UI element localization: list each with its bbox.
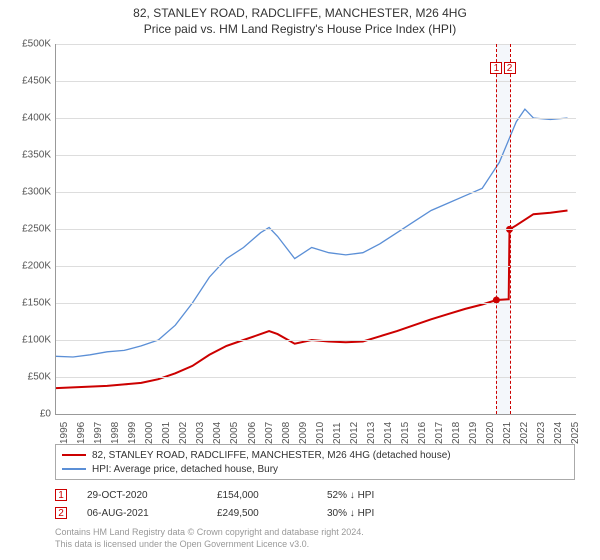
x-axis-label: 2011	[332, 422, 343, 444]
x-axis-label: 2002	[178, 422, 189, 444]
x-axis-label: 2015	[400, 422, 411, 444]
legend-row: 82, STANLEY ROAD, RADCLIFFE, MANCHESTER,…	[62, 448, 568, 462]
x-axis-label: 1995	[59, 422, 70, 444]
legend-box: 82, STANLEY ROAD, RADCLIFFE, MANCHESTER,…	[55, 444, 575, 480]
x-axis-label: 2018	[451, 422, 462, 444]
trade-pct: 30% ↓ HPI	[327, 508, 374, 519]
x-axis-label: 2008	[281, 422, 292, 444]
marker-number: 2	[504, 62, 516, 74]
x-axis-label: 2025	[570, 422, 581, 444]
y-axis-label: £300K	[22, 187, 51, 198]
x-axis-label: 2012	[349, 422, 360, 444]
y-axis-label: £350K	[22, 150, 51, 161]
x-axis-label: 2013	[366, 422, 377, 444]
marker-line	[510, 44, 511, 414]
x-axis-label: 2020	[485, 422, 496, 444]
legend-swatch	[62, 468, 86, 470]
x-axis-label: 2001	[161, 422, 172, 444]
y-axis-label: £500K	[22, 39, 51, 50]
x-axis-label: 2017	[434, 422, 445, 444]
x-axis-label: 1998	[110, 422, 121, 444]
x-axis-label: 2003	[195, 422, 206, 444]
y-axis-label: £0	[40, 409, 51, 420]
marker-number: 1	[490, 62, 502, 74]
x-axis-label: 2019	[468, 422, 479, 444]
title-line-2: Price paid vs. HM Land Registry's House …	[0, 20, 600, 40]
y-axis-label: £50K	[28, 372, 51, 383]
y-axis-label: £100K	[22, 335, 51, 346]
series-line-price_paid	[56, 211, 568, 389]
x-axis-label: 2024	[553, 422, 564, 444]
x-axis-label: 2005	[229, 422, 240, 444]
x-axis-label: 2009	[298, 422, 309, 444]
y-axis-label: £150K	[22, 298, 51, 309]
x-axis-label: 1999	[127, 422, 138, 444]
y-axis-label: £450K	[22, 76, 51, 87]
legend-row: HPI: Average price, detached house, Bury	[62, 462, 568, 476]
trade-price: £249,500	[217, 508, 327, 519]
x-axis-label: 1997	[93, 422, 104, 444]
series-line-hpi	[56, 109, 568, 357]
y-axis-label: £400K	[22, 113, 51, 124]
trade-price: £154,000	[217, 490, 327, 501]
title-line-1: 82, STANLEY ROAD, RADCLIFFE, MANCHESTER,…	[0, 0, 600, 20]
x-axis-label: 1996	[76, 422, 87, 444]
trade-marker-number: 2	[55, 507, 67, 519]
trade-row: 1 29-OCT-2020£154,00052% ↓ HPI	[55, 486, 575, 504]
trade-pct: 52% ↓ HPI	[327, 490, 374, 501]
legend-swatch	[62, 454, 86, 456]
footer-line-1: Contains HM Land Registry data © Crown c…	[55, 526, 364, 538]
x-axis-label: 2010	[315, 422, 326, 444]
trade-date: 29-OCT-2020	[87, 490, 217, 501]
x-axis-label: 2021	[502, 422, 513, 444]
legend-label: HPI: Average price, detached house, Bury	[92, 464, 278, 475]
x-axis-label: 2023	[536, 422, 547, 444]
trade-table: 1 29-OCT-2020£154,00052% ↓ HPI 2 06-AUG-202…	[55, 486, 575, 522]
x-axis-label: 2006	[247, 422, 258, 444]
trade-marker-number: 1	[55, 489, 67, 501]
y-axis-label: £200K	[22, 261, 51, 272]
y-axis-label: £250K	[22, 224, 51, 235]
chart-plot-area: £0£50K£100K£150K£200K£250K£300K£350K£400…	[55, 44, 576, 415]
marker-line	[496, 44, 497, 414]
legend-label: 82, STANLEY ROAD, RADCLIFFE, MANCHESTER,…	[92, 450, 451, 461]
x-axis-label: 2016	[417, 422, 428, 444]
x-axis-label: 2000	[144, 422, 155, 444]
footer-line-2: This data is licensed under the Open Gov…	[55, 538, 364, 550]
x-axis-label: 2007	[264, 422, 275, 444]
trade-date: 06-AUG-2021	[87, 508, 217, 519]
x-axis-label: 2022	[519, 422, 530, 444]
footer-attribution: Contains HM Land Registry data © Crown c…	[55, 526, 364, 550]
trade-row: 2 06-AUG-2021£249,50030% ↓ HPI	[55, 504, 575, 522]
x-axis-label: 2014	[383, 422, 394, 444]
x-axis-label: 2004	[212, 422, 223, 444]
